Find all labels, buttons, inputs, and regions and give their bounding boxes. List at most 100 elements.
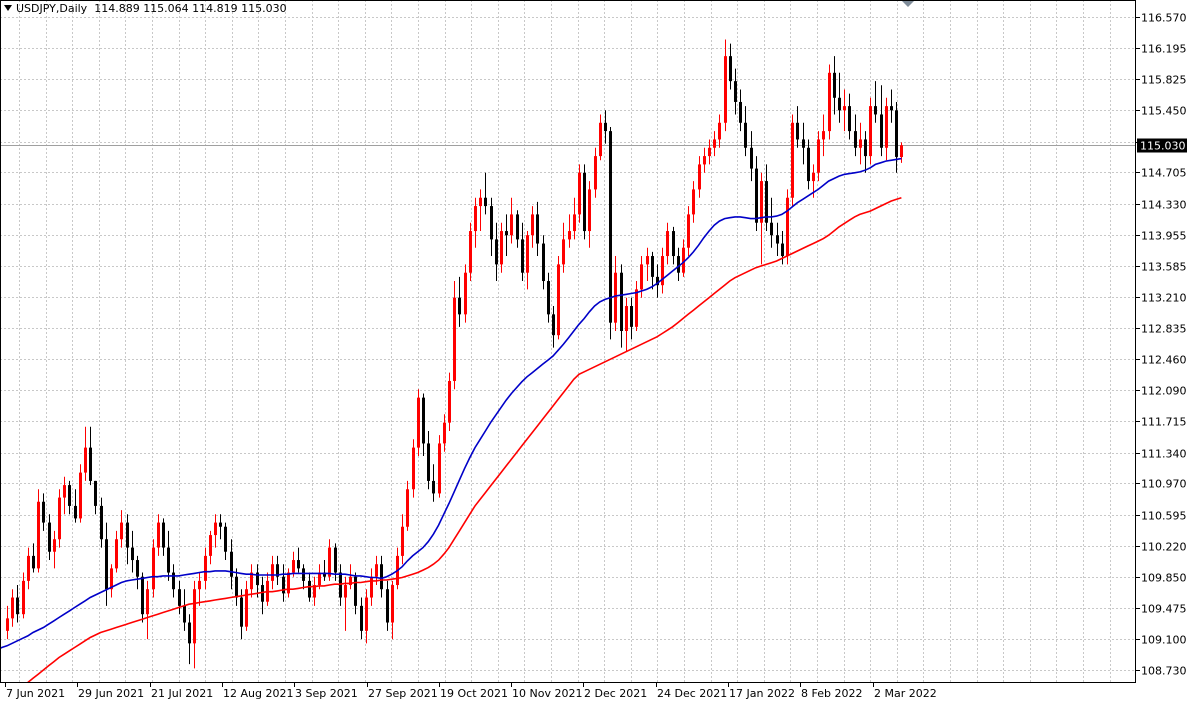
ma-slow-line <box>27 196 902 684</box>
candle <box>250 564 253 598</box>
candle <box>292 551 295 577</box>
x-tick-label: 2 Dec 2021 <box>584 687 647 700</box>
candlestick-series <box>6 39 903 669</box>
candle <box>354 572 357 615</box>
candle <box>365 589 368 644</box>
candle <box>562 222 565 273</box>
candle <box>204 547 207 590</box>
y-tick-label: 110.595 <box>1141 510 1187 523</box>
candle <box>94 480 97 515</box>
candle <box>833 56 836 115</box>
chart-header: USDJPY,Daily 114.889 115.064 114.819 115… <box>4 2 287 15</box>
candle <box>874 81 877 123</box>
x-tick-label: 17 Jan 2022 <box>729 687 795 700</box>
y-tick-label: 112.460 <box>1141 354 1187 367</box>
candle <box>656 264 659 298</box>
candle <box>646 247 649 282</box>
candle <box>469 222 472 282</box>
candle <box>438 435 441 498</box>
candle <box>458 276 461 327</box>
candle <box>557 256 560 340</box>
chart-shift-marker[interactable] <box>902 1 914 7</box>
candle <box>547 272 550 323</box>
candle <box>183 589 186 631</box>
y-tick-label: 109.475 <box>1141 603 1187 616</box>
candle <box>661 247 664 294</box>
candle <box>401 514 404 565</box>
y-tick-label: 115.450 <box>1141 105 1187 118</box>
candle <box>510 197 513 244</box>
candle <box>786 189 789 265</box>
candle <box>490 197 493 257</box>
candle <box>838 72 841 123</box>
y-tick-label: 116.195 <box>1141 43 1187 56</box>
candle <box>32 543 35 573</box>
y-tick-label: 109.850 <box>1141 572 1187 585</box>
candle <box>443 414 446 452</box>
candle <box>682 239 685 277</box>
candle <box>505 214 508 257</box>
candle <box>453 281 456 390</box>
candle <box>474 197 477 248</box>
candle <box>755 156 758 232</box>
y-tick-label: 114.705 <box>1141 167 1187 180</box>
candle <box>484 172 487 215</box>
candle <box>235 568 238 606</box>
candle <box>625 297 628 352</box>
candle <box>770 197 773 248</box>
candle <box>692 181 695 223</box>
candle <box>807 139 810 190</box>
candle <box>131 530 134 573</box>
candle <box>609 126 612 340</box>
price-axis[interactable]: 116.570116.195115.825115.450115.075114.7… <box>1136 12 1187 678</box>
candle <box>302 564 305 590</box>
candle <box>864 131 867 173</box>
candle <box>869 97 872 165</box>
time-axis[interactable]: 7 Jun 2021 29 Jun 2021 21 Jul 2021 12 Aug 2… <box>5 683 937 700</box>
candle <box>620 264 623 348</box>
candle <box>136 555 139 590</box>
candle <box>261 576 264 615</box>
candle <box>817 131 820 182</box>
candle <box>859 122 862 165</box>
y-tick-label: 110.220 <box>1141 541 1187 554</box>
candle <box>713 131 716 157</box>
candle <box>172 564 175 598</box>
candle <box>880 85 883 157</box>
candle <box>848 93 851 140</box>
candle <box>58 489 61 548</box>
x-tick-label: 29 Jun 2021 <box>78 687 144 700</box>
candle <box>224 522 227 561</box>
candle <box>178 580 181 615</box>
candle <box>791 114 794 207</box>
x-tick-label: 24 Dec 2021 <box>657 687 727 700</box>
candle <box>287 568 290 598</box>
plot-border <box>0 0 1136 683</box>
candle <box>521 222 524 282</box>
candle <box>526 231 529 290</box>
collapse-triangle-icon[interactable] <box>4 5 12 11</box>
y-tick-label: 112.090 <box>1141 385 1187 398</box>
x-tick-label: 10 Nov 2021 <box>512 687 582 700</box>
current-price-label: 115.030 <box>1140 140 1186 153</box>
candle <box>765 164 768 232</box>
candle <box>53 530 56 569</box>
candle <box>334 543 337 581</box>
candle <box>604 110 607 144</box>
candle <box>599 114 602 161</box>
candle <box>614 256 617 332</box>
candle <box>479 189 482 232</box>
candle <box>89 426 92 486</box>
moving-averages <box>0 157 902 684</box>
x-tick-label: 21 Jul 2021 <box>151 687 213 700</box>
candle <box>672 226 675 265</box>
candle <box>708 139 711 165</box>
candle <box>651 251 654 290</box>
candle <box>63 476 66 515</box>
candle <box>386 580 389 631</box>
candle <box>110 564 113 598</box>
candle <box>74 489 77 523</box>
candle <box>802 122 805 165</box>
